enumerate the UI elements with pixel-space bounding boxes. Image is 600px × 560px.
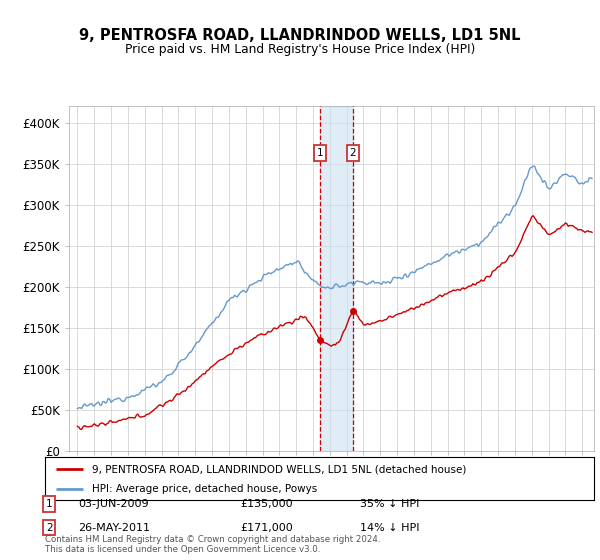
Text: £135,000: £135,000: [240, 499, 293, 509]
Text: 2: 2: [350, 148, 356, 158]
Text: 26-MAY-2011: 26-MAY-2011: [78, 522, 150, 533]
Text: 1: 1: [317, 148, 323, 158]
Text: 03-JUN-2009: 03-JUN-2009: [78, 499, 149, 509]
Text: 1: 1: [46, 499, 53, 509]
Text: Price paid vs. HM Land Registry's House Price Index (HPI): Price paid vs. HM Land Registry's House …: [125, 43, 475, 55]
Bar: [320, 106, 353, 451]
Text: 9, PENTROSFA ROAD, LLANDRINDOD WELLS, LD1 5NL (detached house): 9, PENTROSFA ROAD, LLANDRINDOD WELLS, LD…: [92, 464, 466, 474]
Text: 9, PENTROSFA ROAD, LLANDRINDOD WELLS, LD1 5NL: 9, PENTROSFA ROAD, LLANDRINDOD WELLS, LD…: [79, 28, 521, 43]
Text: Contains HM Land Registry data © Crown copyright and database right 2024.
This d: Contains HM Land Registry data © Crown c…: [45, 535, 380, 554]
Text: 35% ↓ HPI: 35% ↓ HPI: [360, 499, 419, 509]
Text: 14% ↓ HPI: 14% ↓ HPI: [360, 522, 419, 533]
Text: £171,000: £171,000: [240, 522, 293, 533]
Text: HPI: Average price, detached house, Powys: HPI: Average price, detached house, Powy…: [92, 484, 317, 494]
Text: 2: 2: [46, 522, 53, 533]
